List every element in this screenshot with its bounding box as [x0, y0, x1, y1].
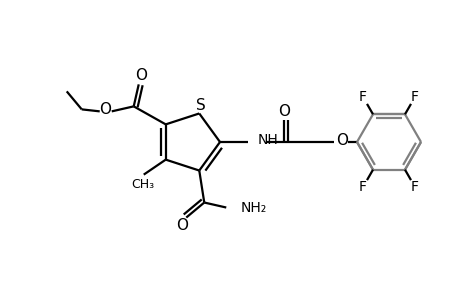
Text: O: O	[335, 133, 347, 148]
Text: NH₂: NH₂	[240, 200, 266, 214]
Text: O: O	[134, 68, 146, 83]
Text: F: F	[410, 90, 418, 104]
Text: CH₃: CH₃	[131, 178, 154, 191]
Text: NH: NH	[257, 133, 278, 147]
Text: F: F	[358, 180, 366, 194]
Text: O: O	[277, 103, 289, 118]
Text: O: O	[176, 218, 188, 233]
Text: F: F	[410, 180, 418, 194]
Text: F: F	[358, 90, 366, 104]
Text: S: S	[196, 98, 206, 113]
Text: O: O	[99, 102, 111, 117]
